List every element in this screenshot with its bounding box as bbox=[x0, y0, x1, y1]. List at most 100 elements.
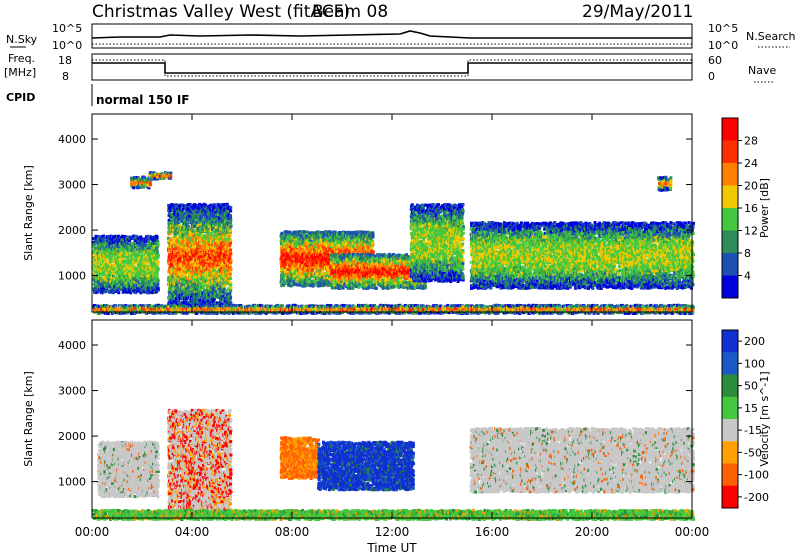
data-cell bbox=[187, 214, 191, 218]
data-cell bbox=[190, 221, 193, 225]
data-cell bbox=[152, 258, 156, 262]
data-cell bbox=[195, 272, 199, 276]
data-cell bbox=[193, 283, 197, 287]
data-cell bbox=[228, 276, 232, 280]
data-cell bbox=[303, 230, 307, 234]
data-cell bbox=[180, 287, 184, 290]
data-cell bbox=[155, 235, 159, 239]
data-cell bbox=[106, 285, 110, 289]
data-cell bbox=[122, 261, 126, 265]
power-data-cells bbox=[92, 171, 695, 315]
data-cell bbox=[171, 235, 175, 239]
data-cell bbox=[116, 269, 120, 273]
data-cell bbox=[116, 284, 120, 288]
data-cell bbox=[105, 278, 109, 282]
data-cell bbox=[179, 288, 183, 292]
data-cell bbox=[101, 237, 105, 241]
data-cell bbox=[194, 291, 198, 294]
data-cell bbox=[187, 259, 191, 263]
data-cell bbox=[156, 267, 160, 271]
data-cell bbox=[107, 273, 111, 277]
data-cell bbox=[173, 232, 177, 236]
data-cell bbox=[98, 272, 102, 276]
data-cell bbox=[153, 279, 157, 282]
data-cell bbox=[153, 244, 157, 248]
data-cell bbox=[172, 240, 176, 244]
data-cell bbox=[136, 289, 140, 293]
data-cell bbox=[107, 241, 111, 245]
nave-tick-0: 0 bbox=[708, 70, 715, 83]
nave-trace bbox=[92, 59, 692, 77]
data-cell bbox=[131, 241, 135, 245]
data-cell bbox=[168, 231, 172, 235]
data-cell bbox=[146, 234, 150, 238]
noise-tick-bottom-left: 10^0 bbox=[52, 39, 82, 52]
data-cell bbox=[151, 263, 155, 267]
data-cell bbox=[143, 179, 147, 183]
data-cell bbox=[126, 261, 129, 265]
data-cell bbox=[193, 214, 197, 218]
data-cell bbox=[96, 277, 100, 280]
data-cell bbox=[151, 291, 154, 295]
data-cell bbox=[172, 247, 176, 251]
data-cell bbox=[172, 287, 176, 291]
data-cell bbox=[145, 249, 149, 253]
data-cell bbox=[137, 260, 141, 264]
data-cell bbox=[107, 250, 110, 254]
data-cell bbox=[187, 300, 191, 304]
freq-tick-8: 8 bbox=[62, 70, 69, 83]
data-cell bbox=[170, 244, 174, 248]
data-cell bbox=[168, 279, 172, 283]
data-cell bbox=[134, 238, 138, 242]
data-cell bbox=[169, 209, 173, 212]
data-cell bbox=[131, 247, 135, 251]
data-cell bbox=[169, 277, 173, 281]
data-cell bbox=[133, 261, 137, 265]
data-cell bbox=[189, 258, 193, 262]
data-cell bbox=[193, 206, 197, 210]
data-cell bbox=[169, 222, 173, 226]
data-cell bbox=[182, 285, 186, 289]
data-cell bbox=[132, 264, 136, 268]
plot-title: Christmas Valley West (fitACF) bbox=[92, 2, 350, 22]
data-cell bbox=[190, 271, 194, 275]
data-cell bbox=[153, 251, 157, 255]
data-cell bbox=[198, 249, 202, 252]
data-cell bbox=[117, 264, 121, 268]
data-cell bbox=[129, 264, 133, 268]
data-cell bbox=[194, 224, 198, 227]
data-cell bbox=[121, 280, 125, 284]
data-cell bbox=[181, 232, 185, 236]
data-cell bbox=[143, 182, 147, 186]
data-cell bbox=[187, 283, 190, 287]
data-cell bbox=[179, 238, 183, 242]
data-cell bbox=[109, 262, 113, 266]
data-cell bbox=[148, 180, 152, 184]
data-cell bbox=[183, 243, 187, 247]
data-cell bbox=[177, 296, 181, 300]
noise-tick-top-left: 10^5 bbox=[52, 22, 82, 35]
data-cell bbox=[140, 262, 144, 266]
data-cell bbox=[109, 274, 113, 278]
data-cell bbox=[113, 267, 117, 270]
data-cell bbox=[229, 241, 233, 245]
data-cell bbox=[124, 275, 128, 279]
data-cell bbox=[146, 277, 150, 281]
data-cell bbox=[153, 269, 157, 273]
data-cell bbox=[184, 249, 187, 252]
data-cell bbox=[148, 255, 152, 259]
data-cell bbox=[199, 227, 202, 231]
data-cell bbox=[187, 268, 191, 272]
data-cell bbox=[132, 288, 136, 292]
data-cell bbox=[119, 253, 123, 257]
data-cell bbox=[181, 296, 185, 299]
data-cell bbox=[170, 262, 174, 266]
data-cell bbox=[141, 246, 145, 250]
data-cell bbox=[147, 249, 151, 252]
data-cell bbox=[133, 280, 137, 284]
data-cell bbox=[168, 212, 172, 216]
data-cell bbox=[201, 234, 204, 238]
data-cell bbox=[154, 173, 158, 177]
data-cell bbox=[148, 265, 152, 269]
noise-panel bbox=[91, 23, 693, 49]
